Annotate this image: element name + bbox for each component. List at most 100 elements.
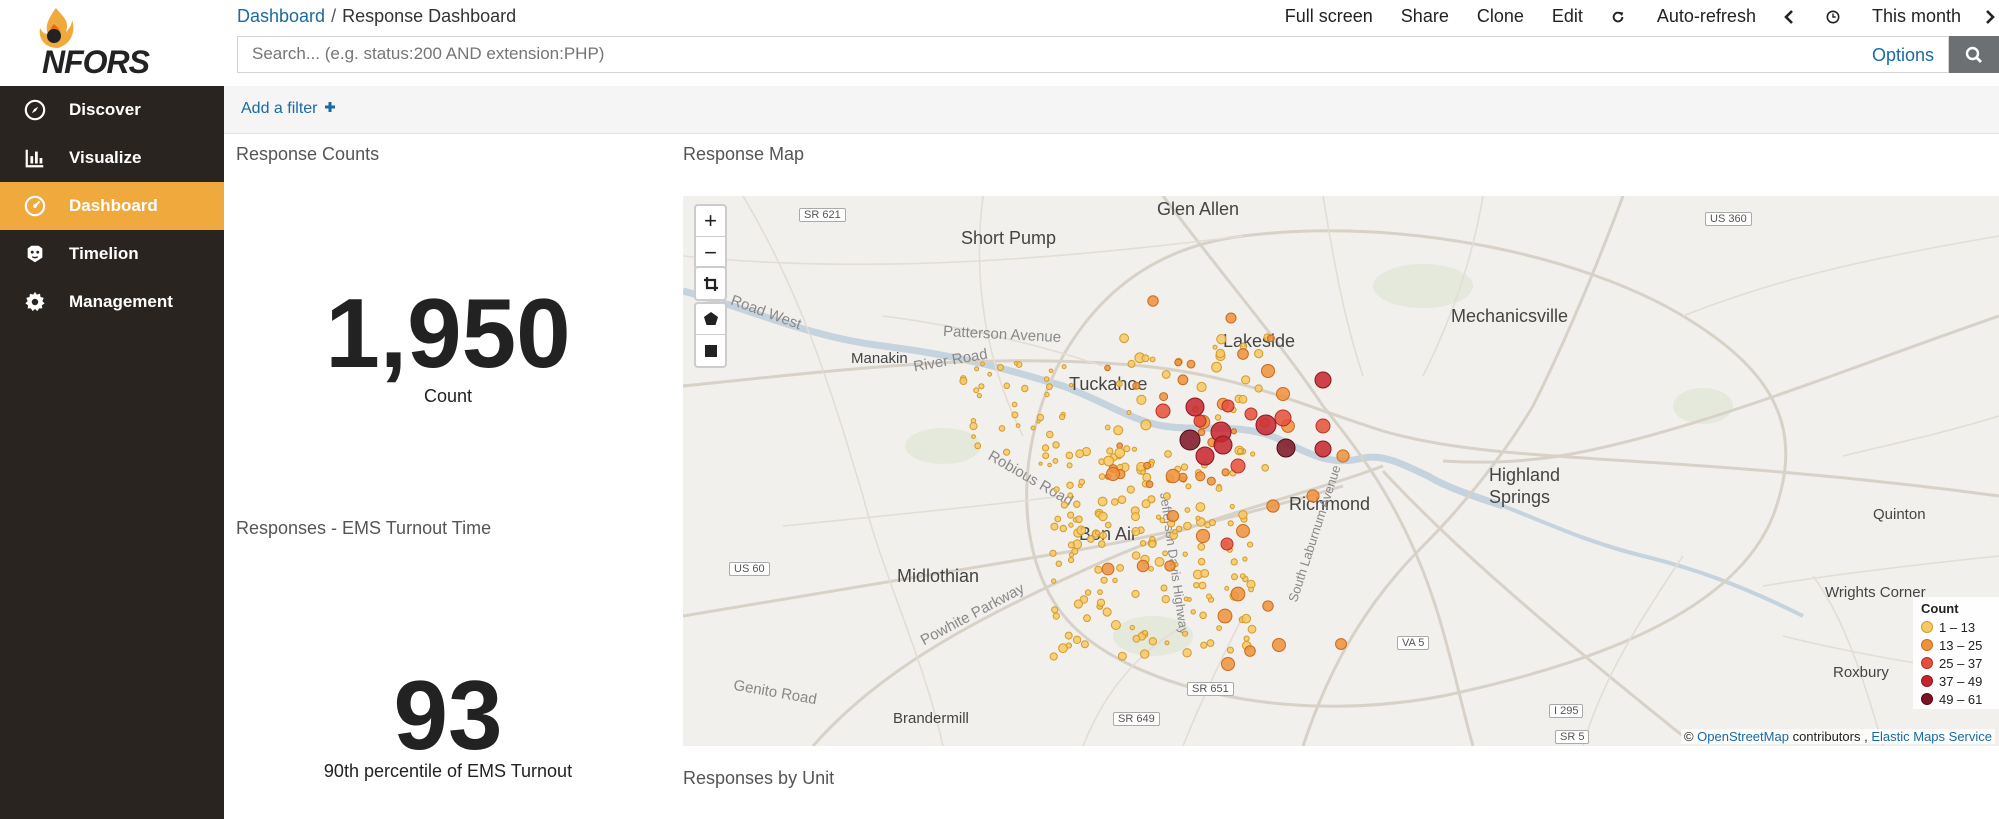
search-options-link[interactable]: Options bbox=[1871, 45, 1934, 65]
response-point[interactable] bbox=[1036, 419, 1041, 424]
response-point[interactable] bbox=[969, 422, 978, 431]
response-point[interactable] bbox=[1206, 639, 1215, 648]
breadcrumb-dashboard-link[interactable]: Dashboard bbox=[237, 6, 326, 26]
response-point[interactable] bbox=[1198, 581, 1207, 590]
auto-refresh-button[interactable]: Auto-refresh bbox=[1611, 6, 1756, 27]
response-point[interactable] bbox=[1213, 435, 1233, 455]
response-point[interactable] bbox=[1193, 582, 1200, 589]
response-point[interactable] bbox=[1165, 468, 1181, 484]
response-point[interactable] bbox=[1136, 559, 1150, 573]
sidebar-item-visualize[interactable]: Visualize bbox=[0, 134, 224, 182]
response-point[interactable] bbox=[1221, 657, 1235, 671]
response-point[interactable] bbox=[1148, 540, 1157, 549]
response-point[interactable] bbox=[1055, 560, 1062, 567]
response-point[interactable] bbox=[1214, 414, 1222, 421]
response-point[interactable] bbox=[1182, 648, 1192, 658]
response-point[interactable] bbox=[1236, 447, 1244, 455]
response-point[interactable] bbox=[1241, 613, 1252, 624]
response-point[interactable] bbox=[1103, 455, 1115, 467]
response-point[interactable] bbox=[1059, 413, 1066, 421]
response-point[interactable] bbox=[1216, 625, 1222, 632]
response-point[interactable] bbox=[1266, 499, 1280, 513]
response-point[interactable] bbox=[1098, 473, 1106, 480]
response-point[interactable] bbox=[1060, 501, 1069, 509]
response-point[interactable] bbox=[1068, 557, 1075, 564]
response-point[interactable] bbox=[973, 387, 980, 394]
zoom-out-button[interactable]: − bbox=[704, 239, 717, 265]
response-point[interactable] bbox=[1215, 485, 1223, 492]
response-point[interactable] bbox=[971, 434, 976, 440]
response-point[interactable] bbox=[1162, 492, 1171, 501]
response-point[interactable] bbox=[1206, 476, 1216, 486]
response-point[interactable] bbox=[1047, 462, 1052, 468]
response-point[interactable] bbox=[959, 377, 968, 385]
response-point[interactable] bbox=[1100, 576, 1108, 584]
response-point[interactable] bbox=[1096, 598, 1106, 607]
response-point[interactable] bbox=[1140, 649, 1150, 659]
response-point[interactable] bbox=[1200, 641, 1208, 649]
response-point[interactable] bbox=[1078, 478, 1086, 486]
response-point[interactable] bbox=[1053, 486, 1060, 493]
response-point[interactable] bbox=[1015, 423, 1021, 429]
response-point[interactable] bbox=[1155, 403, 1171, 419]
response-point[interactable] bbox=[1073, 500, 1081, 508]
response-point[interactable] bbox=[1237, 348, 1249, 360]
response-point[interactable] bbox=[1030, 425, 1036, 431]
response-point[interactable] bbox=[1013, 361, 1019, 366]
response-point[interactable] bbox=[1161, 595, 1170, 604]
response-point[interactable] bbox=[1003, 448, 1011, 456]
response-point[interactable] bbox=[1114, 447, 1126, 459]
response-point[interactable] bbox=[1314, 371, 1332, 389]
response-point[interactable] bbox=[1117, 463, 1124, 471]
response-point[interactable] bbox=[1195, 502, 1206, 512]
response-point[interactable] bbox=[1067, 492, 1074, 499]
response-point[interactable] bbox=[978, 383, 985, 390]
response-point[interactable] bbox=[1276, 438, 1296, 458]
response-point[interactable] bbox=[1131, 446, 1137, 452]
response-point[interactable] bbox=[1186, 359, 1196, 369]
response-point[interactable] bbox=[1250, 451, 1256, 457]
response-point[interactable] bbox=[1230, 458, 1246, 474]
response-point[interactable] bbox=[1094, 565, 1103, 574]
response-point[interactable] bbox=[1139, 540, 1147, 547]
response-point[interactable] bbox=[1052, 441, 1060, 449]
response-point[interactable] bbox=[1255, 414, 1277, 436]
response-point[interactable] bbox=[1164, 640, 1170, 646]
response-point[interactable] bbox=[1230, 558, 1238, 566]
response-point[interactable] bbox=[1098, 540, 1106, 548]
response-point[interactable] bbox=[1052, 458, 1059, 464]
response-point[interactable] bbox=[1254, 384, 1263, 393]
response-point[interactable] bbox=[1119, 333, 1130, 344]
add-filter-button[interactable]: Add a filter bbox=[241, 100, 336, 118]
response-point[interactable] bbox=[1111, 498, 1119, 506]
response-point[interactable] bbox=[1132, 381, 1141, 390]
sidebar-item-timelion[interactable]: Timelion bbox=[0, 230, 224, 278]
response-point[interactable] bbox=[1046, 383, 1053, 391]
response-point[interactable] bbox=[1099, 531, 1107, 540]
draw-polygon-button[interactable] bbox=[696, 304, 725, 335]
response-point[interactable] bbox=[1247, 624, 1257, 634]
response-point[interactable] bbox=[1076, 525, 1087, 536]
response-point[interactable] bbox=[1216, 334, 1227, 345]
clone-button[interactable]: Clone bbox=[1476, 6, 1524, 26]
response-point[interactable] bbox=[1195, 446, 1215, 466]
response-point[interactable] bbox=[1159, 392, 1169, 402]
response-point[interactable] bbox=[1104, 424, 1111, 431]
response-point[interactable] bbox=[1220, 537, 1234, 551]
response-point[interactable] bbox=[1267, 334, 1275, 343]
response-point[interactable] bbox=[1164, 450, 1172, 458]
response-point[interactable] bbox=[1131, 512, 1140, 522]
response-point[interactable] bbox=[1126, 410, 1132, 415]
search-button[interactable] bbox=[1949, 36, 1999, 73]
response-point[interactable] bbox=[1065, 451, 1074, 460]
response-point[interactable] bbox=[1049, 549, 1057, 557]
edit-button[interactable]: Edit bbox=[1551, 6, 1583, 26]
response-point[interactable] bbox=[1117, 495, 1127, 505]
response-point[interactable] bbox=[1080, 640, 1089, 649]
response-point[interactable] bbox=[1185, 397, 1205, 417]
response-point[interactable] bbox=[1230, 586, 1246, 602]
response-point[interactable] bbox=[1067, 541, 1075, 549]
response-point[interactable] bbox=[1238, 394, 1248, 404]
response-point[interactable] bbox=[1131, 551, 1141, 560]
response-point[interactable] bbox=[1142, 630, 1148, 636]
